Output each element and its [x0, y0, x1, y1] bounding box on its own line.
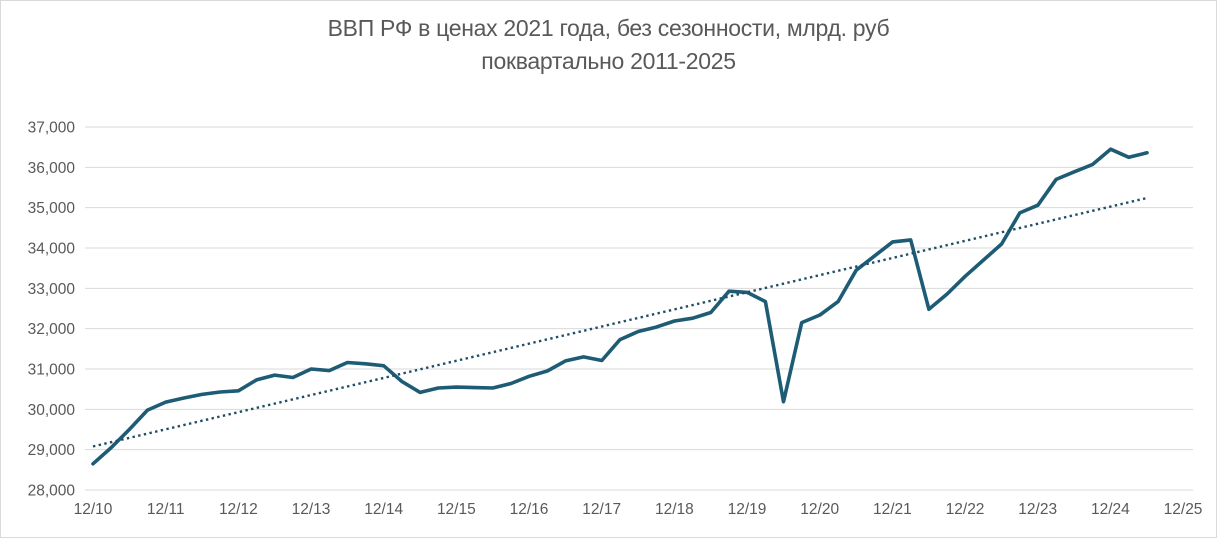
x-axis-label: 12/23 — [1018, 501, 1057, 518]
trendline — [92, 196, 1148, 448]
x-axis-label: 12/11 — [147, 501, 185, 518]
chart-title: ВВП РФ в ценах 2021 года, без сезонности… — [0, 12, 1217, 78]
x-axis-label: 12/25 — [1164, 501, 1203, 518]
y-axis-label: 33,000 — [28, 281, 76, 298]
y-axis-label: 35,000 — [28, 200, 76, 217]
x-axis-label: 12/13 — [292, 501, 331, 518]
x-axis-label: 12/24 — [1091, 501, 1130, 518]
x-axis-label: 12/12 — [219, 501, 258, 518]
x-axis-label: 12/10 — [74, 501, 113, 518]
chart-title-line1: ВВП РФ в ценах 2021 года, без сезонности… — [327, 15, 890, 41]
x-axis-label: 12/14 — [364, 501, 403, 518]
y-axis-label: 29,000 — [28, 442, 76, 459]
x-axis-label: 12/19 — [728, 501, 767, 518]
y-axis-label: 34,000 — [28, 241, 76, 258]
chart-title-line2: поквартально 2011-2025 — [481, 48, 736, 74]
x-axis-label: 12/18 — [655, 501, 694, 518]
x-axis-label: 12/16 — [510, 501, 549, 518]
y-axis-label: 36,000 — [28, 160, 76, 177]
x-axis-label: 12/17 — [582, 501, 621, 518]
x-axis-label: 12/21 — [873, 501, 912, 518]
x-axis-label: 12/20 — [800, 501, 839, 518]
y-axis-label: 31,000 — [28, 362, 76, 379]
y-axis-label: 37,000 — [28, 120, 76, 137]
gdp-series-line — [91, 147, 1149, 466]
y-axis-label: 32,000 — [28, 321, 76, 338]
x-axis-label: 12/22 — [946, 501, 985, 518]
y-axis-label: 30,000 — [28, 402, 76, 419]
x-axis-label: 12/15 — [437, 501, 476, 518]
y-axis-label: 28,000 — [28, 483, 76, 500]
